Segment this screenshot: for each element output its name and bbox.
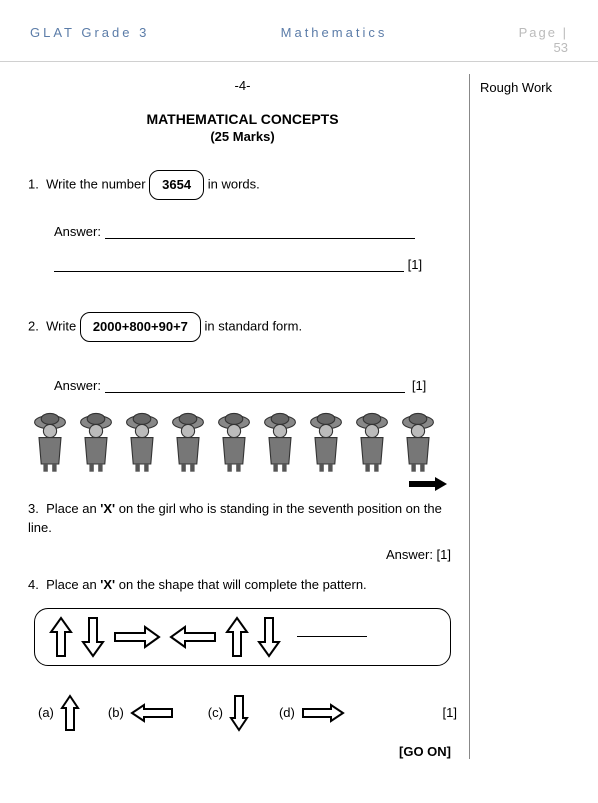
girl-figure[interactable] <box>396 411 440 473</box>
girl-icon <box>120 411 164 473</box>
q4-mark: [1] <box>443 705 457 720</box>
q4-options: (a) (b) (c) (d) [1] <box>28 694 457 732</box>
question-1: 1. Write the number 3654 in words. <box>28 170 457 200</box>
girl-figure[interactable] <box>166 411 210 473</box>
q1-answer-row: Answer: <box>54 224 457 239</box>
girl-figure[interactable] <box>74 411 118 473</box>
header-left: GLAT Grade 3 <box>30 25 149 55</box>
girl-icon <box>166 411 210 473</box>
q4-number: 4. <box>28 577 39 592</box>
arrow-up-icon <box>225 616 249 658</box>
opt-d-label: (d) <box>279 705 295 720</box>
section-subtitle: (25 Marks) <box>28 129 457 144</box>
q1-mark: [1] <box>408 257 422 272</box>
question-4: 4. Place an 'X' on the shape that will c… <box>28 576 457 594</box>
girl-icon <box>258 411 302 473</box>
girl-figure[interactable] <box>350 411 394 473</box>
header-center: Mathematics <box>281 25 388 55</box>
arrow-right-icon <box>409 477 447 491</box>
q2-post: in standard form. <box>205 319 303 334</box>
q2-box: 2000+800+90+7 <box>80 312 201 342</box>
arrow-down-icon <box>257 616 281 658</box>
q1-answer-line-1[interactable] <box>105 227 415 239</box>
q1-pre: Write the number <box>46 177 145 192</box>
arrow-right-icon <box>113 625 161 649</box>
arrow-down-icon <box>81 616 105 658</box>
page-number-top: 53 <box>519 40 568 55</box>
main-column: -4- MATHEMATICAL CONCEPTS (25 Marks) 1. … <box>28 74 470 759</box>
q2-answer-row: Answer: [1] <box>54 378 457 393</box>
q2-mark: [1] <box>412 378 426 393</box>
girl-figure[interactable] <box>258 411 302 473</box>
page-label: Page | <box>519 25 568 40</box>
q2-pre: Write <box>46 319 76 334</box>
q1-number: 1. <box>28 177 39 192</box>
q3-x: 'X' <box>100 501 115 516</box>
page-header: GLAT Grade 3 Mathematics Page | 53 <box>0 0 598 62</box>
girl-figure[interactable] <box>120 411 164 473</box>
question-3: 3. Place an 'X' on the girl who is stand… <box>28 500 457 536</box>
arrow-up-icon <box>49 616 73 658</box>
girl-icon <box>212 411 256 473</box>
arrow-down-icon <box>229 694 249 732</box>
q4-x: 'X' <box>100 577 115 592</box>
pattern-box <box>34 608 451 666</box>
girl-figure[interactable] <box>212 411 256 473</box>
girl-icon <box>74 411 118 473</box>
girl-icon <box>28 411 72 473</box>
arrow-left-icon <box>169 625 217 649</box>
rough-work-label: Rough Work <box>480 80 552 95</box>
arrow-right-icon <box>301 703 345 723</box>
opt-b-label: (b) <box>108 705 124 720</box>
q1-answer-label: Answer: <box>54 224 101 239</box>
girl-figure[interactable] <box>28 411 72 473</box>
arrow-left-icon <box>130 703 174 723</box>
q2-answer-label: Answer: <box>54 378 101 393</box>
header-right: Page | 53 <box>519 25 568 55</box>
option-b[interactable]: (b) <box>108 703 174 723</box>
pattern-blank[interactable] <box>297 636 367 637</box>
arrow-up-icon <box>60 694 80 732</box>
option-a[interactable]: (a) <box>38 694 80 732</box>
rough-work-column: Rough Work <box>470 74 552 759</box>
q2-number: 2. <box>28 319 39 334</box>
q3-answer: Answer: [1] <box>28 547 457 562</box>
opt-a-label: (a) <box>38 705 54 720</box>
girl-figure[interactable] <box>304 411 348 473</box>
q1-box: 3654 <box>149 170 204 200</box>
body: -4- MATHEMATICAL CONCEPTS (25 Marks) 1. … <box>0 62 598 759</box>
q3-number: 3. <box>28 501 39 516</box>
opt-c-label: (c) <box>208 705 223 720</box>
direction-arrow <box>28 477 457 494</box>
girl-icon <box>396 411 440 473</box>
girls-row <box>28 411 457 473</box>
q1-answer-line-2[interactable] <box>54 260 404 272</box>
q4-text-b: on the shape that will complete the patt… <box>119 577 367 592</box>
question-2: 2. Write 2000+800+90+7 in standard form. <box>28 312 457 342</box>
go-on-label: [GO ON] <box>28 744 457 759</box>
girl-icon <box>304 411 348 473</box>
inner-page-number: -4- <box>28 78 457 93</box>
q1-post: in words. <box>208 177 260 192</box>
section-title: MATHEMATICAL CONCEPTS <box>28 111 457 127</box>
option-d[interactable]: (d) <box>279 703 345 723</box>
option-c[interactable]: (c) <box>208 694 249 732</box>
girl-icon <box>350 411 394 473</box>
q1-answer-row-2: [1] <box>54 257 457 272</box>
q3-text-a: Place an <box>46 501 97 516</box>
q4-text-a: Place an <box>46 577 97 592</box>
q2-answer-line[interactable] <box>105 381 405 393</box>
